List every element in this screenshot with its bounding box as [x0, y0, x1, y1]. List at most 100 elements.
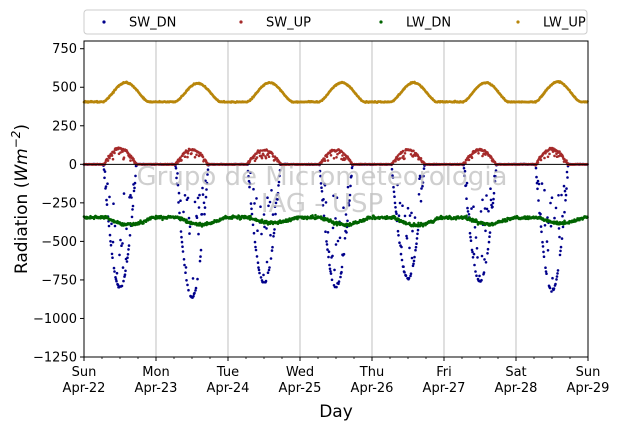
data-point	[107, 224, 111, 228]
data-point	[417, 193, 421, 196]
data-point	[254, 248, 258, 252]
data-point	[129, 193, 132, 197]
data-point	[562, 184, 566, 188]
data-point	[247, 175, 250, 178]
data-point	[268, 200, 272, 204]
data-point	[120, 244, 123, 247]
data-point	[131, 204, 135, 208]
x-axis-title: Day	[319, 402, 353, 422]
data-point	[484, 229, 487, 233]
data-point	[415, 242, 418, 245]
data-point	[466, 210, 470, 213]
data-point	[548, 152, 551, 156]
data-point	[253, 154, 256, 158]
data-point	[342, 206, 345, 209]
data-point	[421, 181, 425, 184]
data-point	[177, 191, 181, 195]
data-point	[539, 225, 543, 228]
data-point	[255, 255, 259, 258]
data-point	[542, 255, 546, 258]
data-point	[186, 283, 189, 287]
data-point	[470, 156, 474, 160]
y-axis-title-unit: Wm	[12, 148, 32, 181]
data-point	[411, 264, 415, 268]
data-point	[400, 258, 404, 262]
data-point	[489, 198, 493, 202]
x-tick-date-1: Apr-23	[135, 381, 178, 396]
data-point	[483, 258, 486, 261]
data-point	[391, 176, 395, 179]
x-tick-weekday-6: Sat	[505, 365, 526, 380]
data-point	[271, 152, 274, 156]
data-point	[115, 271, 119, 275]
data-point	[465, 197, 468, 200]
data-point	[322, 198, 325, 201]
data-point	[541, 245, 545, 248]
data-point	[181, 245, 184, 248]
data-point	[463, 169, 467, 173]
x-tick-weekday-0: Sun	[72, 365, 97, 380]
data-point	[566, 176, 569, 179]
data-point	[113, 270, 116, 273]
data-point	[187, 216, 191, 220]
data-point	[271, 213, 275, 216]
data-point	[564, 193, 568, 197]
data-point	[259, 276, 263, 279]
data-point	[335, 285, 338, 289]
data-point	[254, 245, 257, 249]
data-point	[178, 211, 181, 215]
data-point	[348, 193, 352, 197]
data-point	[259, 149, 262, 152]
data-point	[133, 186, 136, 190]
data-point	[122, 156, 126, 159]
data-point	[177, 201, 180, 204]
data-point	[564, 199, 567, 202]
data-point	[421, 224, 425, 228]
data-point	[470, 248, 474, 252]
data-point	[274, 201, 278, 205]
data-point	[350, 174, 353, 178]
data-point	[350, 166, 354, 170]
data-point	[111, 256, 114, 260]
data-point	[114, 277, 118, 281]
data-point	[486, 247, 490, 251]
data-point	[128, 234, 132, 237]
data-point	[465, 214, 468, 218]
data-point	[250, 212, 254, 216]
data-point	[195, 216, 199, 219]
data-point	[253, 159, 257, 163]
data-point	[262, 273, 265, 277]
data-point	[323, 159, 327, 162]
y-tick-label-0: −1250	[33, 351, 77, 366]
data-point	[327, 250, 331, 253]
data-point	[199, 151, 202, 155]
data-point	[106, 182, 109, 185]
data-point	[464, 184, 468, 187]
data-point	[176, 172, 179, 175]
data-point	[261, 280, 265, 284]
data-point	[400, 245, 403, 249]
data-point	[412, 262, 415, 266]
data-point	[409, 272, 413, 276]
data-point	[260, 232, 263, 236]
data-point	[558, 253, 562, 257]
y-tick-label-5: 0	[69, 158, 77, 173]
data-point	[106, 159, 110, 162]
data-point	[470, 207, 473, 210]
data-point	[420, 187, 423, 190]
data-point	[399, 252, 403, 256]
data-point	[256, 229, 259, 232]
legend-marker-3	[516, 20, 520, 24]
data-point	[204, 179, 207, 183]
data-point	[269, 233, 272, 237]
data-point	[474, 270, 477, 273]
data-point	[270, 189, 273, 192]
data-point	[175, 176, 178, 180]
data-point	[394, 210, 398, 213]
y-tick-label-3: −500	[41, 235, 77, 250]
data-point	[403, 214, 407, 218]
data-point	[333, 268, 336, 272]
data-point	[273, 228, 276, 231]
data-points	[82, 80, 589, 299]
